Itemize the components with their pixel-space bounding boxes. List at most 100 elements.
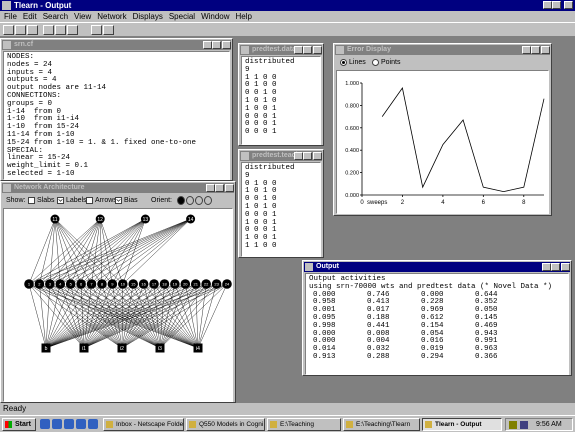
node-label: 21	[194, 282, 199, 287]
help-button[interactable]	[103, 25, 114, 35]
text-line: 0 0 0 1	[245, 128, 277, 137]
menu-item[interactable]: Window	[201, 12, 230, 21]
task-button[interactable]: E:\Teaching	[267, 418, 341, 431]
task-button[interactable]: E:\Teaching\Tlearn	[343, 418, 420, 431]
menu-item[interactable]: Search	[42, 12, 69, 21]
menu-item[interactable]: Network	[97, 12, 127, 21]
output-value: 0.644	[475, 290, 498, 299]
checkbox[interactable]	[115, 197, 122, 204]
output-value: 0.913	[313, 352, 336, 361]
window-title: Output	[316, 263, 339, 270]
connection	[100, 218, 113, 285]
new-button[interactable]	[3, 25, 14, 35]
menu-item[interactable]: Help	[235, 12, 252, 21]
menu-item[interactable]: View	[74, 12, 92, 21]
output-value: 0.014	[313, 345, 336, 354]
print-button[interactable]	[91, 25, 102, 35]
copy-button[interactable]	[55, 25, 66, 35]
menu-item[interactable]: Displays	[132, 12, 163, 21]
text-line: CONNECTIONS:	[7, 91, 62, 100]
checkbox[interactable]	[57, 197, 64, 204]
window-icon	[305, 263, 313, 271]
maximize-button[interactable]	[215, 184, 224, 192]
maximize-button[interactable]	[552, 1, 561, 9]
hidden-node	[34, 279, 45, 289]
orient-button[interactable]	[195, 196, 203, 205]
quick-launch-icon[interactable]	[88, 419, 98, 429]
hidden-node	[201, 279, 211, 289]
connection	[45, 283, 134, 349]
node-label: 5	[70, 282, 73, 287]
task-button[interactable]: Inbox - Netscape Folder	[103, 418, 184, 431]
connection	[159, 283, 228, 349]
menu-item[interactable]: Special	[168, 12, 196, 21]
cut-button[interactable]	[43, 25, 54, 35]
node-label: 7	[90, 282, 93, 287]
orient-button[interactable]	[177, 196, 185, 205]
text-line: 0 0 1 0	[245, 89, 277, 98]
maximize-button[interactable]	[303, 152, 312, 160]
hidden-node	[55, 279, 66, 289]
app-icon	[2, 1, 11, 10]
task-button[interactable]: Tlearn - Output	[422, 418, 502, 431]
save-button[interactable]	[27, 25, 38, 35]
minimize-button[interactable]	[203, 41, 212, 49]
close-button[interactable]	[561, 263, 570, 271]
minimize-button[interactable]	[294, 46, 303, 54]
maximize-button[interactable]	[212, 41, 221, 49]
minimize-button[interactable]	[522, 46, 531, 54]
close-button[interactable]	[225, 184, 234, 192]
text-line: 9	[245, 65, 250, 74]
maximize-button[interactable]	[303, 46, 312, 54]
connection	[159, 283, 196, 349]
status-text: Ready	[3, 404, 27, 413]
close-button[interactable]	[541, 46, 550, 54]
text-line: output nodes are 11-14	[7, 84, 107, 93]
quick-launch-icon[interactable]	[64, 419, 74, 429]
x-tick-label: 4	[441, 200, 445, 206]
node-label: 13	[143, 217, 149, 223]
connection	[49, 283, 123, 349]
connection	[45, 283, 207, 349]
orient-button[interactable]	[204, 196, 212, 205]
minimize-button[interactable]	[542, 263, 551, 271]
orient-button[interactable]	[186, 196, 194, 205]
task-button[interactable]: Q550 Models in Cogni...	[186, 418, 265, 431]
node-label: 9	[111, 282, 114, 287]
close-button[interactable]	[222, 41, 231, 49]
window-icon	[3, 41, 11, 49]
start-button[interactable]: Start	[2, 418, 36, 431]
minimize-button[interactable]	[206, 184, 215, 192]
text-line: 0 0 0 1	[245, 112, 277, 121]
close-button[interactable]	[564, 1, 573, 9]
menu-item[interactable]: File	[4, 12, 17, 21]
radio-button[interactable]	[372, 59, 379, 66]
checkbox[interactable]	[28, 197, 35, 204]
node-label: 4	[59, 282, 62, 287]
quick-launch-icon[interactable]	[76, 419, 86, 429]
paste-button[interactable]	[67, 25, 78, 35]
task-label: Q550 Models in Cogni...	[199, 421, 265, 428]
quick-launch-icon[interactable]	[40, 419, 50, 429]
minimize-button[interactable]	[294, 152, 303, 160]
connection	[197, 283, 207, 349]
taskbar: Start Inbox - Netscape Folder Q550 Models …	[0, 415, 575, 432]
menu-item[interactable]: Edit	[22, 12, 37, 21]
connection	[121, 283, 186, 349]
output-value: 0.958	[313, 298, 336, 307]
task-label: E:\Teaching\Tlearn	[356, 421, 411, 428]
connection	[83, 283, 134, 349]
close-button[interactable]	[313, 152, 322, 160]
connection	[60, 218, 146, 285]
minimize-button[interactable]	[543, 1, 552, 9]
radio-button[interactable]	[340, 59, 347, 66]
maximize-button[interactable]	[531, 46, 540, 54]
connection	[28, 218, 146, 285]
open-button[interactable]	[15, 25, 26, 35]
input-node	[41, 343, 51, 353]
x-tick-label: 6	[482, 200, 486, 206]
quick-launch-icon[interactable]	[52, 419, 62, 429]
checkbox[interactable]	[86, 197, 93, 204]
maximize-button[interactable]	[551, 263, 560, 271]
close-button[interactable]	[313, 46, 322, 54]
